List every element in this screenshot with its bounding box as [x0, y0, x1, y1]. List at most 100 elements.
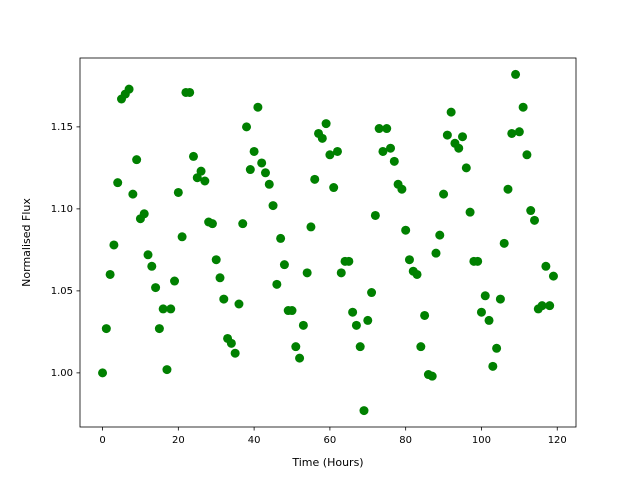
data-point: [219, 294, 229, 304]
data-point: [234, 299, 244, 309]
data-point: [98, 368, 108, 378]
x-tick-label: 20: [172, 435, 185, 446]
data-point: [374, 124, 384, 134]
data-point: [196, 166, 206, 176]
data-point: [325, 150, 335, 160]
data-point: [446, 107, 456, 117]
data-point: [332, 146, 342, 156]
data-point: [154, 324, 164, 334]
data-point: [541, 261, 551, 271]
data-point: [317, 133, 327, 143]
data-point: [363, 315, 373, 325]
data-point: [382, 124, 392, 134]
data-point: [355, 342, 365, 352]
data-point: [511, 69, 521, 79]
data-point: [113, 178, 123, 188]
data-point: [287, 306, 297, 316]
data-point: [170, 276, 180, 286]
data-point: [530, 215, 540, 225]
data-point: [412, 269, 422, 279]
data-point: [128, 189, 138, 199]
data-point: [416, 342, 426, 352]
y-tick-label: 1.10: [51, 204, 73, 215]
data-point: [321, 119, 331, 129]
data-point: [302, 268, 312, 278]
x-tick-label: 60: [324, 435, 337, 446]
data-point: [370, 210, 380, 220]
data-point: [295, 353, 305, 363]
data-point: [151, 283, 161, 293]
data-point: [260, 168, 270, 178]
data-point: [545, 301, 555, 311]
data-point: [185, 87, 195, 97]
data-point: [162, 365, 172, 375]
data-point: [389, 156, 399, 166]
data-point: [101, 324, 111, 334]
data-point: [492, 343, 502, 353]
data-point: [344, 256, 354, 266]
data-point: [279, 260, 289, 270]
data-point: [238, 219, 248, 229]
data-point: [507, 128, 517, 138]
data-point: [143, 250, 153, 260]
data-point: [454, 143, 464, 153]
data-point: [192, 173, 202, 183]
data-point: [132, 155, 142, 165]
data-point: [348, 307, 358, 317]
data-point: [386, 143, 396, 153]
data-point: [473, 256, 483, 266]
x-tick-label: 80: [399, 435, 412, 446]
data-point: [359, 406, 369, 416]
data-point: [367, 288, 377, 298]
data-point: [253, 102, 263, 112]
x-axis-label: Time (Hours): [291, 456, 363, 469]
x-tick-label: 120: [548, 435, 567, 446]
data-point: [158, 304, 168, 314]
data-point: [310, 174, 320, 184]
data-point: [397, 184, 407, 194]
y-tick-label: 1.15: [51, 122, 73, 133]
data-point: [264, 179, 274, 189]
data-point: [351, 320, 361, 330]
data-point: [230, 348, 240, 358]
data-point: [420, 310, 430, 320]
data-point: [461, 163, 471, 173]
data-point: [211, 255, 221, 265]
data-point: [495, 294, 505, 304]
data-point: [124, 84, 134, 94]
data-point: [439, 189, 449, 199]
data-point: [139, 209, 149, 219]
data-point: [109, 240, 119, 250]
y-axis-label: Normalised Flux: [20, 198, 33, 287]
data-point: [427, 371, 437, 381]
data-point: [226, 338, 236, 348]
data-point: [329, 183, 339, 193]
data-point: [458, 132, 468, 142]
data-point: [518, 102, 528, 112]
data-point: [291, 342, 301, 352]
data-point: [215, 273, 225, 283]
data-point: [298, 320, 308, 330]
data-point: [166, 304, 176, 314]
data-point: [272, 279, 282, 289]
y-tick-label: 1.00: [51, 368, 73, 379]
data-point: [488, 361, 498, 371]
x-tick-label: 40: [248, 435, 261, 446]
data-point: [465, 207, 475, 217]
data-point: [499, 238, 509, 248]
data-point: [336, 268, 346, 278]
data-point: [522, 150, 532, 160]
y-tick-label: 1.05: [51, 286, 73, 297]
data-point: [276, 233, 286, 243]
data-point: [526, 206, 536, 216]
data-point: [476, 307, 486, 317]
x-tick-label: 0: [99, 435, 105, 446]
data-point: [306, 222, 316, 232]
data-point: [257, 158, 267, 168]
data-point: [484, 315, 494, 325]
data-point: [503, 184, 513, 194]
data-point: [249, 146, 259, 156]
data-point: [173, 187, 183, 197]
